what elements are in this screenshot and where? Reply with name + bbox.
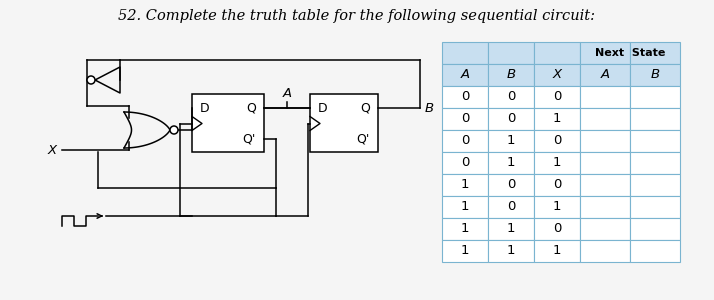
Bar	[442, 174, 488, 196]
Bar	[630, 130, 680, 152]
Bar	[630, 64, 680, 86]
Bar	[580, 218, 630, 240]
Bar	[580, 64, 630, 86]
Text: 0: 0	[461, 134, 469, 148]
Bar	[442, 196, 488, 218]
Text: 0: 0	[507, 178, 516, 191]
Bar	[442, 218, 488, 240]
Bar	[630, 218, 680, 240]
Bar	[442, 152, 488, 174]
Bar	[442, 108, 488, 130]
Text: 0: 0	[507, 200, 516, 214]
Text: A: A	[283, 87, 291, 100]
Text: 1: 1	[553, 200, 561, 214]
Bar	[580, 240, 630, 262]
Text: A: A	[600, 68, 610, 82]
Bar	[534, 174, 580, 196]
Bar	[580, 152, 630, 174]
Text: 1: 1	[461, 178, 469, 191]
Bar	[534, 196, 580, 218]
Text: 0: 0	[553, 91, 561, 103]
Bar	[630, 240, 680, 262]
Bar	[580, 108, 630, 130]
Bar	[534, 108, 580, 130]
Text: Q: Q	[360, 101, 370, 115]
Text: 1: 1	[553, 157, 561, 169]
Text: X: X	[48, 143, 57, 157]
Bar	[630, 86, 680, 108]
Bar	[534, 64, 580, 86]
Text: A: A	[461, 68, 470, 82]
Bar	[630, 174, 680, 196]
Bar	[580, 174, 630, 196]
Bar	[534, 42, 580, 64]
Bar	[488, 42, 534, 64]
Bar	[630, 196, 680, 218]
Bar	[442, 130, 488, 152]
Bar	[580, 196, 630, 218]
Bar	[488, 130, 534, 152]
Text: 52. Complete the truth table for the following sequential circuit:: 52. Complete the truth table for the fol…	[119, 9, 595, 23]
Text: 0: 0	[507, 91, 516, 103]
Text: Q': Q'	[356, 133, 370, 146]
Bar	[488, 152, 534, 174]
Text: B: B	[506, 68, 516, 82]
Bar	[580, 42, 630, 64]
Text: D: D	[318, 101, 328, 115]
Text: 1: 1	[461, 244, 469, 257]
Bar	[488, 218, 534, 240]
Text: B: B	[650, 68, 660, 82]
Bar	[534, 86, 580, 108]
Bar	[534, 218, 580, 240]
Text: Q: Q	[246, 101, 256, 115]
Text: 0: 0	[553, 178, 561, 191]
Bar	[534, 130, 580, 152]
Text: 1: 1	[553, 112, 561, 125]
Bar	[442, 86, 488, 108]
Text: 0: 0	[553, 134, 561, 148]
Bar	[442, 240, 488, 262]
Text: 0: 0	[507, 112, 516, 125]
Text: X: X	[553, 68, 562, 82]
Bar	[488, 196, 534, 218]
Bar	[488, 240, 534, 262]
Bar	[192, 94, 264, 152]
Text: Q': Q'	[243, 133, 256, 146]
Bar	[488, 108, 534, 130]
Text: 0: 0	[553, 223, 561, 236]
Bar	[488, 64, 534, 86]
Circle shape	[87, 76, 95, 84]
Bar	[630, 42, 680, 64]
Bar	[580, 130, 630, 152]
Bar	[310, 94, 378, 152]
Text: Next  State: Next State	[595, 48, 665, 58]
Bar	[534, 152, 580, 174]
Text: 1: 1	[553, 244, 561, 257]
Text: 1: 1	[461, 223, 469, 236]
Text: 0: 0	[461, 112, 469, 125]
Circle shape	[170, 126, 178, 134]
Text: 1: 1	[507, 244, 516, 257]
Text: D: D	[200, 101, 210, 115]
Text: 1: 1	[507, 223, 516, 236]
Text: 1: 1	[461, 200, 469, 214]
Bar	[488, 86, 534, 108]
Bar	[630, 108, 680, 130]
Bar	[442, 64, 488, 86]
Bar	[442, 42, 488, 64]
Bar	[488, 174, 534, 196]
Bar	[534, 240, 580, 262]
Text: 0: 0	[461, 91, 469, 103]
Bar	[580, 86, 630, 108]
Bar	[630, 152, 680, 174]
Text: B: B	[425, 101, 434, 115]
Text: 1: 1	[507, 134, 516, 148]
Text: 0: 0	[461, 157, 469, 169]
Text: 1: 1	[507, 157, 516, 169]
